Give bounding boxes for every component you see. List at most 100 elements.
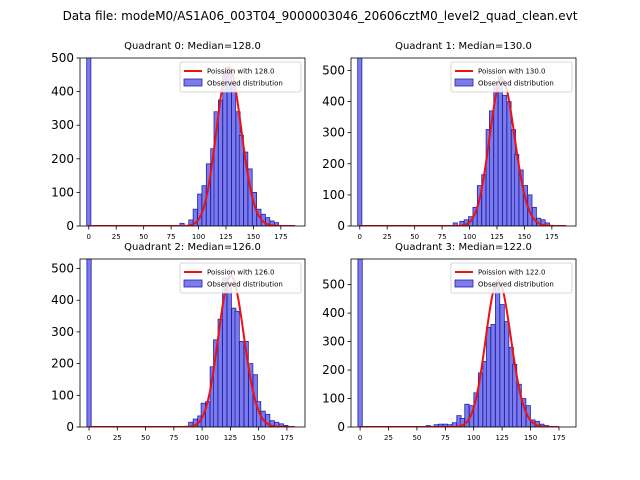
subplot-quadrant-3: 0 100 200 300 400 500 0 25 50 75 100 125 150 175 Quadr… <box>322 242 577 442</box>
x-tick-label: 75 <box>438 233 447 241</box>
y-tick-label: 500 <box>51 51 74 65</box>
legend-label-poisson: Poission with 130.0 <box>478 68 546 76</box>
legend-bar-swatch <box>454 78 474 87</box>
x-tick-label: 0 <box>358 434 362 442</box>
legend-label-observed: Observed distribution <box>478 281 554 289</box>
x-tick-label: 100 <box>463 233 476 241</box>
histogram-bar <box>239 341 245 427</box>
y-tick-label: 400 <box>51 85 74 99</box>
y-tick-label: 200 <box>51 357 74 371</box>
x-tick-label: 75 <box>441 434 450 442</box>
x-tick-label: 50 <box>412 434 421 442</box>
y-tick-label: 100 <box>322 392 345 406</box>
y-tick-label: 300 <box>322 126 345 140</box>
y-tick-label: 400 <box>51 293 74 307</box>
x-tick-label: 50 <box>141 434 150 442</box>
x-tick-label: 0 <box>87 233 91 241</box>
poisson-curve <box>359 78 567 226</box>
histogram-bar <box>231 81 237 226</box>
x-tick-label: 100 <box>195 434 208 442</box>
subplot-title: Quadrant 3: Median=122.0 <box>395 242 532 253</box>
histogram-bar <box>485 326 492 427</box>
axes-frame <box>350 258 577 428</box>
y-tick-label: 200 <box>51 152 74 166</box>
histogram-bar <box>499 304 505 427</box>
subplot-quadrant-2: 0 100 200 300 400 500 0 25 50 75 100 125 150 175 Quadr… <box>51 242 306 442</box>
x-tick-label: 25 <box>384 434 393 442</box>
legend-box <box>450 61 573 93</box>
y-tick-label: 100 <box>51 388 74 402</box>
x-tick-label: 25 <box>112 233 121 241</box>
subplot-quadrant-1: 0 100 200 300 400 500 0 25 50 75 100 125 150 175 Quadr… <box>322 41 577 241</box>
poisson-curve <box>360 279 559 427</box>
plot-area <box>357 259 559 427</box>
histogram-bar <box>357 259 363 427</box>
histogram-bar <box>238 134 244 226</box>
legend-box <box>179 61 302 93</box>
x-tick-label: 100 <box>192 233 205 241</box>
y-tick-label: 400 <box>322 306 345 320</box>
x-tick-label: 0 <box>358 233 362 241</box>
poisson-curve <box>89 275 295 427</box>
legend-box <box>179 262 302 294</box>
x-tick-label: 175 <box>274 233 287 241</box>
y-tick-label: 0 <box>66 219 74 233</box>
legend-bar-swatch <box>454 279 474 288</box>
y-tick-label: 0 <box>337 219 345 233</box>
y-tick-label: 200 <box>322 157 345 171</box>
histogram-bar <box>497 76 503 226</box>
x-tick-label: 175 <box>280 434 293 442</box>
x-tick-label: 25 <box>113 434 122 442</box>
histogram-bar <box>218 99 223 226</box>
histogram-bar <box>234 310 240 427</box>
subplot-title: Quadrant 1: Median=130.0 <box>395 41 532 52</box>
x-tick-label: 175 <box>552 434 565 442</box>
y-tick-label: 300 <box>51 325 74 339</box>
legend-bar-swatch <box>183 279 203 288</box>
x-tick-label: 50 <box>410 233 419 241</box>
legend: Poission with 130.0 Observed distribution <box>450 61 573 93</box>
legend-label-observed: Observed distribution <box>207 80 283 88</box>
y-tick-label: 500 <box>322 278 345 292</box>
x-tick-label: 125 <box>219 233 232 241</box>
y-tick-label: 500 <box>322 63 345 77</box>
x-tick-label: 75 <box>169 434 178 442</box>
axes-frame <box>79 258 306 428</box>
legend-label-observed: Observed distribution <box>207 281 283 289</box>
x-tick-label: 0 <box>87 434 91 442</box>
legend-label-poisson: Poission with 128.0 <box>207 68 275 76</box>
legend-bar-swatch <box>183 78 203 87</box>
axes-frame <box>350 57 577 227</box>
legend: Poission with 126.0 Observed distribution <box>179 262 302 294</box>
x-tick-label: 150 <box>524 434 537 442</box>
histogram-bar <box>222 71 228 226</box>
legend-label-poisson: Poission with 122.0 <box>478 269 546 277</box>
y-tick-label: 400 <box>322 95 345 109</box>
subplot-title: Quadrant 2: Median=126.0 <box>124 242 261 253</box>
histogram-bar <box>357 58 363 226</box>
x-tick-label: 75 <box>167 233 176 241</box>
subplot-quadrant-0: 0 100 200 300 400 500 0 25 50 75 100 125 150 175 Quadr… <box>51 41 306 241</box>
histogram-bar <box>490 324 496 427</box>
histogram-bar <box>86 259 92 427</box>
legend-label-observed: Observed distribution <box>478 80 554 88</box>
legend: Poission with 128.0 Observed distribution <box>179 61 302 93</box>
x-tick-label: 175 <box>545 233 558 241</box>
figure-suptitle: Data file: modeM0/AS1A06_003T04_90000030… <box>63 9 578 23</box>
y-tick-label: 200 <box>322 363 345 377</box>
x-tick-label: 150 <box>247 233 260 241</box>
x-tick-label: 100 <box>467 434 480 442</box>
legend-box <box>450 262 573 294</box>
legend-label-poisson: Poission with 126.0 <box>207 269 275 277</box>
histogram-bar <box>226 282 232 427</box>
x-tick-label: 125 <box>490 233 503 241</box>
y-tick-label: 500 <box>51 262 74 276</box>
histogram-bar <box>504 321 510 427</box>
y-tick-label: 0 <box>337 420 345 434</box>
y-tick-label: 0 <box>66 420 74 434</box>
x-tick-label: 150 <box>518 233 531 241</box>
x-tick-label: 125 <box>224 434 237 442</box>
y-tick-label: 300 <box>51 118 74 132</box>
